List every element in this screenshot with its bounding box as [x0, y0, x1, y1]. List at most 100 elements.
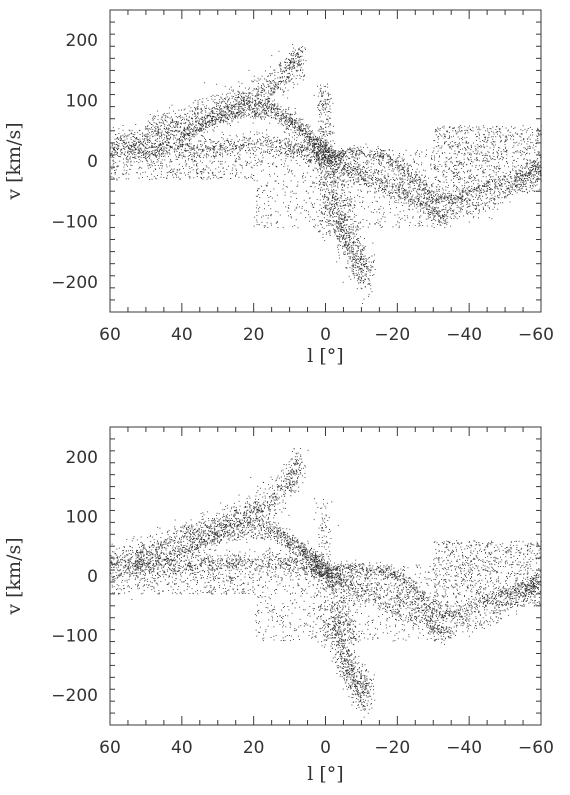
data-point — [198, 123, 200, 125]
data-point — [330, 158, 332, 159]
data-point — [343, 155, 344, 157]
data-point — [242, 144, 244, 146]
data-point — [198, 130, 200, 132]
data-point — [317, 156, 319, 158]
data-point — [340, 161, 341, 163]
data-point — [288, 72, 290, 74]
data-point — [296, 127, 298, 129]
data-point — [260, 117, 262, 119]
data-point — [240, 103, 242, 105]
data-point — [296, 129, 298, 131]
data-point — [496, 181, 498, 183]
data-point — [450, 213, 452, 215]
data-point — [446, 210, 448, 212]
data-point — [528, 173, 530, 174]
data-point — [183, 133, 185, 135]
data-point — [221, 154, 223, 156]
data-point — [313, 153, 315, 155]
data-point — [525, 171, 527, 173]
data-point — [372, 173, 374, 175]
data-point — [293, 53, 295, 54]
data-point — [229, 116, 231, 118]
data-point — [215, 102, 217, 104]
data-point — [438, 198, 440, 199]
data-point — [502, 179, 504, 181]
data-point — [297, 64, 299, 66]
data-point — [445, 200, 447, 201]
data-point — [232, 111, 234, 112]
data-point — [255, 102, 256, 104]
data-point — [267, 80, 269, 82]
data-point — [205, 124, 207, 126]
data-point — [437, 214, 439, 215]
data-point — [230, 104, 232, 106]
data-point — [403, 172, 405, 173]
data-point — [225, 112, 227, 113]
data-point — [200, 134, 202, 136]
data-point — [245, 95, 247, 97]
data-point — [471, 188, 473, 189]
data-point — [217, 114, 219, 116]
data-point — [265, 116, 266, 118]
data-point — [250, 142, 252, 144]
data-point — [234, 98, 236, 100]
data-point — [296, 155, 298, 157]
data-point — [528, 173, 530, 175]
data-point — [335, 156, 337, 158]
data-point — [244, 92, 246, 94]
data-point — [150, 140, 151, 142]
data-point — [354, 171, 356, 173]
data-point — [127, 147, 129, 149]
data-point — [340, 151, 342, 153]
data-point — [300, 129, 302, 131]
data-point — [319, 163, 321, 165]
data-point — [183, 135, 185, 137]
data-point — [278, 86, 280, 88]
data-point — [158, 152, 159, 154]
data-point — [475, 188, 477, 190]
data-point — [136, 138, 138, 140]
data-point — [442, 222, 444, 224]
data-point — [184, 123, 186, 125]
data-point — [277, 105, 279, 107]
data-point — [532, 169, 533, 170]
data-point — [256, 133, 258, 135]
data-point — [182, 145, 183, 147]
data-point — [134, 140, 136, 142]
data-point — [259, 104, 261, 106]
data-point — [349, 179, 351, 181]
data-point — [475, 193, 477, 195]
data-point — [466, 197, 468, 199]
data-point — [314, 139, 316, 140]
data-point — [206, 116, 208, 118]
data-point — [189, 139, 191, 141]
data-point — [247, 106, 249, 108]
data-point — [165, 115, 167, 117]
data-point — [308, 160, 309, 162]
data-point — [201, 101, 203, 103]
data-point — [187, 144, 189, 146]
data-point — [345, 164, 346, 165]
data-point — [204, 142, 205, 144]
data-point — [326, 145, 328, 146]
data-point — [208, 107, 210, 109]
data-point — [359, 168, 361, 170]
data-point — [174, 121, 176, 123]
data-point — [139, 143, 141, 145]
data-point — [313, 146, 315, 148]
data-point — [515, 185, 516, 187]
data-point — [353, 233, 355, 235]
data-point — [371, 162, 373, 164]
data-point — [267, 152, 268, 153]
data-point — [428, 209, 430, 210]
data-point — [271, 83, 273, 84]
data-point — [228, 140, 229, 142]
data-point — [300, 59, 302, 61]
data-point — [189, 123, 191, 125]
data-point — [258, 82, 259, 84]
data-point — [219, 107, 220, 108]
data-point — [198, 120, 200, 122]
data-point — [357, 168, 359, 170]
data-point — [131, 153, 133, 154]
data-point — [265, 109, 267, 111]
